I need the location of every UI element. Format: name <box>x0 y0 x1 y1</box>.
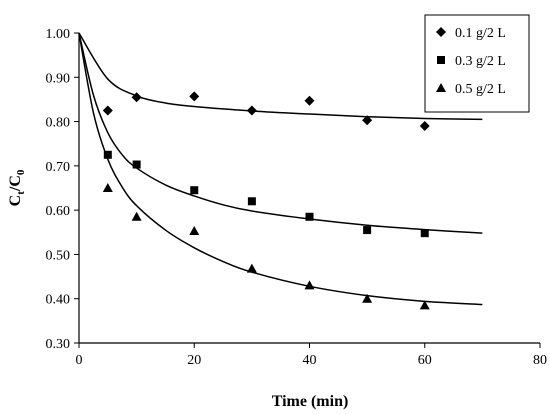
x-axis-ticks: 0 20 40 60 80 <box>76 343 547 368</box>
data-markers <box>102 91 430 310</box>
legend-label: 0.3 g/2 L <box>455 54 506 69</box>
data-point <box>131 211 142 221</box>
data-point <box>132 160 141 169</box>
fit-curve <box>78 32 483 234</box>
data-point <box>190 186 199 195</box>
x-tick-label: 40 <box>303 353 317 368</box>
x-axis-title: Time (min) <box>272 393 349 410</box>
y-tick-label: 0.30 <box>46 337 71 352</box>
data-point <box>305 212 314 221</box>
data-point <box>246 263 257 273</box>
data-point <box>246 105 257 116</box>
data-point <box>419 300 430 310</box>
y-tick-label: 1.00 <box>46 27 71 42</box>
y-tick-label: 0.80 <box>46 116 71 131</box>
data-point <box>103 150 112 159</box>
legend-marker <box>436 83 446 92</box>
data-point <box>131 92 142 103</box>
x-tick-label: 80 <box>533 353 547 368</box>
data-point <box>304 280 315 290</box>
legend-label: 0.5 g/2 L <box>455 82 506 97</box>
data-point <box>102 105 113 116</box>
legend-label: 0.1 g/2 L <box>455 26 506 41</box>
y-tick-label: 0.70 <box>46 160 71 175</box>
x-tick-label: 60 <box>418 353 432 368</box>
legend-marker <box>437 56 445 64</box>
data-point <box>362 115 373 126</box>
y-tick-label: 0.90 <box>46 71 71 86</box>
data-point <box>189 225 200 235</box>
x-tick-label: 20 <box>187 353 201 368</box>
y-axis-ticks: 0.30 0.40 0.50 0.60 0.70 0.80 0.90 1.00 <box>46 27 79 352</box>
legend: 0.1 g/2 L 0.3 g/2 L 0.5 g/2 L <box>424 14 530 113</box>
data-point <box>419 121 430 131</box>
legend-marker <box>436 27 446 37</box>
data-point <box>363 226 372 235</box>
data-point <box>247 197 256 206</box>
data-point <box>362 293 373 303</box>
fit-curve <box>78 32 483 121</box>
data-point <box>420 229 429 238</box>
data-point <box>102 183 113 192</box>
x-tick-label: 0 <box>76 353 83 368</box>
y-tick-label: 0.60 <box>46 204 71 219</box>
data-point <box>189 91 200 102</box>
y-tick-label: 0.50 <box>46 248 71 263</box>
y-tick-label: 0.40 <box>46 293 71 308</box>
data-point <box>304 95 315 106</box>
y-axis-title: Ct/C0 <box>7 169 27 206</box>
